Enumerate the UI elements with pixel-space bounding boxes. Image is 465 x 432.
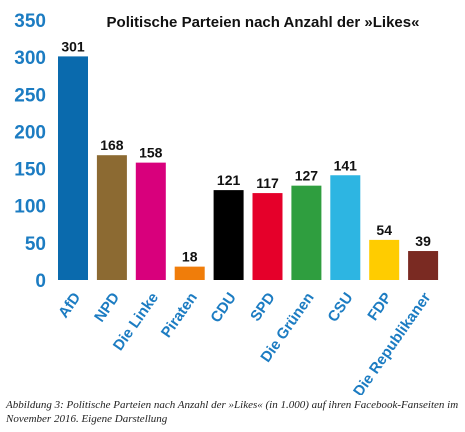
y-tick-label: 50 <box>25 234 46 255</box>
data-labels: 301 168 158 18 121 117 127 141 54 39 <box>61 38 431 264</box>
data-label-0: 301 <box>61 38 85 54</box>
y-tick-label: 300 <box>14 48 46 69</box>
data-label-8: 54 <box>376 222 392 238</box>
bar-9 <box>408 251 439 280</box>
bar-4 <box>213 190 244 280</box>
data-label-9: 39 <box>415 233 431 249</box>
x-tick-label-9: Die Republikaner <box>350 289 434 395</box>
data-label-2: 158 <box>139 145 163 161</box>
bar-3 <box>174 266 205 280</box>
x-tick-label-3: Piraten <box>158 290 201 341</box>
x-tick-label-8: FDP <box>364 290 395 324</box>
y-tick-label: 100 <box>14 197 46 218</box>
x-tick-label-7: CSU <box>324 290 356 326</box>
bar-chart: Politische Parteien nach Anzahl der »Lik… <box>14 11 439 395</box>
x-tick-label-4: CDU <box>207 290 240 326</box>
bar-1 <box>96 155 127 280</box>
y-tick-label: 350 <box>14 11 46 32</box>
data-label-3: 18 <box>182 249 198 265</box>
bar-2 <box>135 162 166 280</box>
y-tick-label: 150 <box>14 160 46 181</box>
bars <box>58 56 439 281</box>
bar-7 <box>330 175 361 280</box>
bar-6 <box>291 185 322 280</box>
x-tick-label-0: AfD <box>55 289 84 321</box>
data-label-7: 141 <box>334 157 358 173</box>
y-tick-label: 200 <box>14 122 46 143</box>
chart-title: Politische Parteien nach Anzahl der »Lik… <box>107 14 420 31</box>
bar-0 <box>58 56 88 281</box>
bar-8 <box>369 239 400 280</box>
data-label-6: 127 <box>295 168 319 184</box>
x-tick-label-5: SPD <box>247 289 279 324</box>
data-label-1: 168 <box>100 137 124 153</box>
y-axis: 0 50 100 150 200 250 300 350 <box>14 11 46 292</box>
figure-caption: Abbildung 3: Politische Parteien nach An… <box>6 399 459 425</box>
data-label-5: 117 <box>256 175 279 191</box>
y-tick-label: 0 <box>35 271 46 292</box>
x-tick-label-1: NPD <box>91 289 123 325</box>
bar-5 <box>252 193 283 280</box>
data-label-4: 121 <box>217 172 241 188</box>
y-tick-label: 250 <box>14 85 46 106</box>
